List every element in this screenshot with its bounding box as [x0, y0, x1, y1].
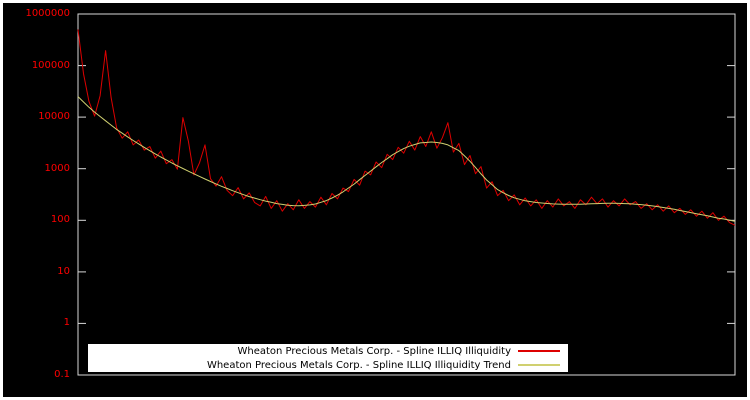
legend-line-sample-illiquidity	[518, 350, 560, 352]
y-axis-tick-label: 10000	[38, 111, 70, 122]
y-axis-tick-label: 1	[63, 317, 70, 328]
y-axis-tick-label: 1000	[44, 163, 70, 174]
legend-label-illiquidity: Wheaton Precious Metals Corp. - Spline I…	[237, 345, 511, 357]
y-axis-tick-label: 0.1	[54, 369, 70, 380]
legend-label-trend: Wheaton Precious Metals Corp. - Spline I…	[206, 359, 511, 371]
plot-background	[3, 3, 747, 397]
legend-row: Wheaton Precious Metals Corp. - Spline I…	[88, 359, 568, 372]
legend: Wheaton Precious Metals Corp. - Spline I…	[88, 344, 568, 372]
y-axis-tick-label: 100000	[31, 60, 70, 71]
y-axis-tick-label: 10	[57, 266, 70, 277]
y-axis-tick-label: 100	[50, 214, 70, 225]
y-axis-tick-label: 1000000	[25, 8, 70, 19]
legend-row: Wheaton Precious Metals Corp. - Spline I…	[88, 345, 568, 358]
legend-line-sample-trend	[518, 364, 560, 366]
